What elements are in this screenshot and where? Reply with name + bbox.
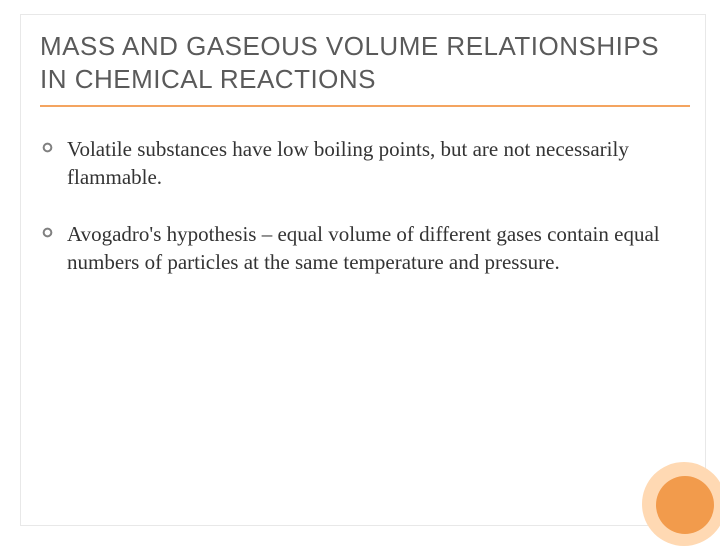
- slide-title: MASS AND GASEOUS VOLUME RELATIONSHIPS IN…: [40, 30, 690, 95]
- list-item: Volatile substances have low boiling poi…: [42, 135, 690, 192]
- bullet-text: Volatile substances have low boiling poi…: [67, 135, 690, 192]
- bullet-ring-icon: [42, 142, 53, 153]
- list-item: Avogadro's hypothesis – equal volume of …: [42, 220, 690, 277]
- bullet-ring-icon: [42, 227, 53, 238]
- title-underline: [40, 105, 690, 107]
- content-area: MASS AND GASEOUS VOLUME RELATIONSHIPS IN…: [40, 30, 690, 304]
- bullet-text: Avogadro's hypothesis – equal volume of …: [67, 220, 690, 277]
- corner-decoration-inner: [656, 476, 714, 534]
- bullet-list: Volatile substances have low boiling poi…: [40, 135, 690, 276]
